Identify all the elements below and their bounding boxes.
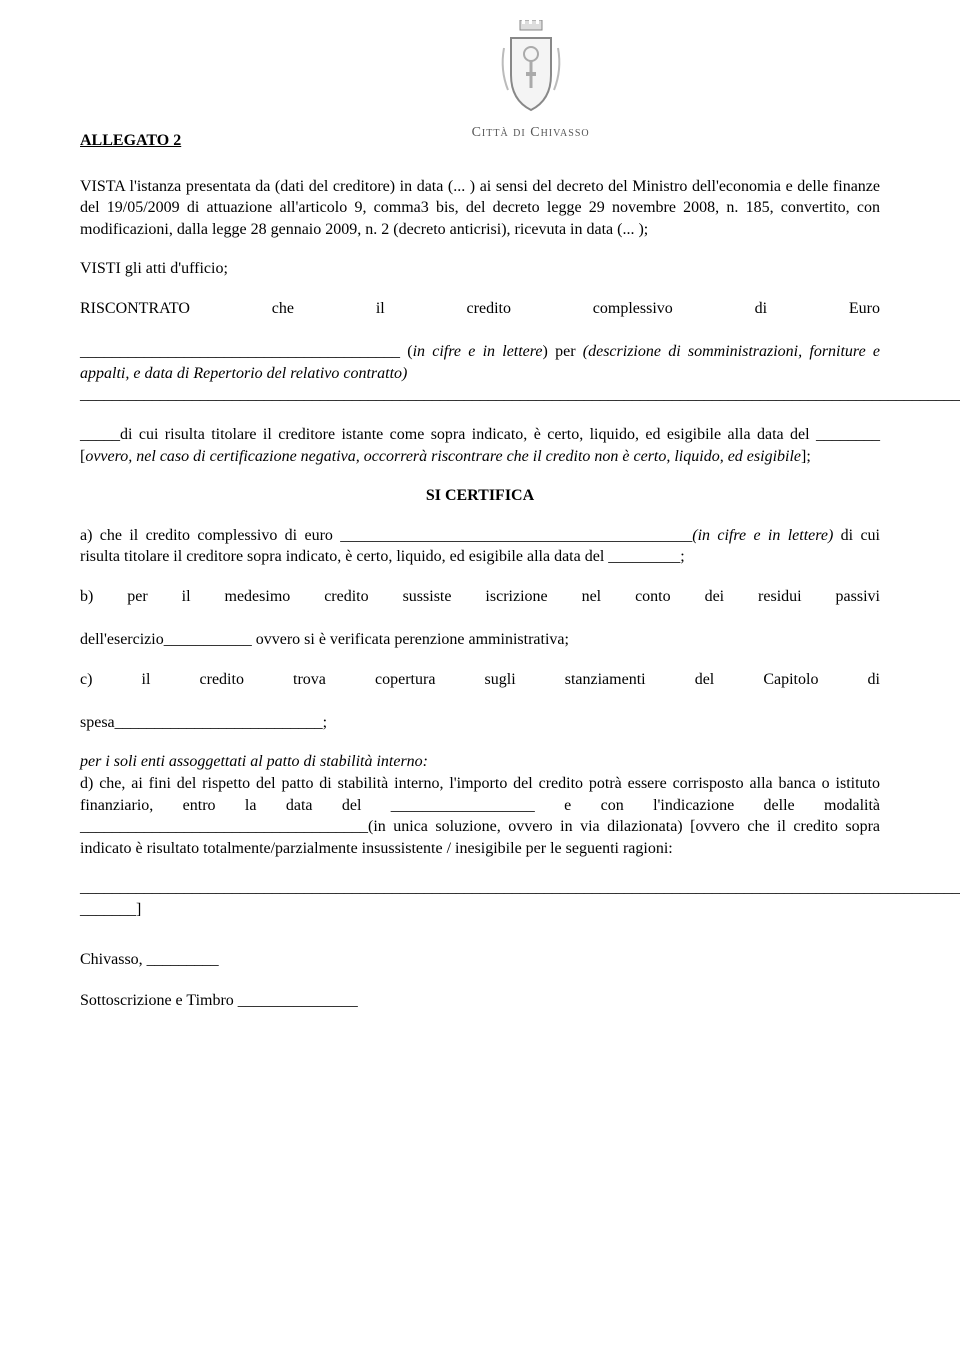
signature-line: Sottoscrizione e Timbro _______________ — [80, 990, 880, 1012]
clause-a-1: a) che il credito complessivo di euro __… — [80, 527, 692, 544]
clause-c-tail: spesa__________________________; — [80, 712, 880, 734]
riscontrato-per: ) per — [543, 343, 583, 360]
titolare-c: ]; — [801, 448, 811, 465]
paragraph-visti: VISTI gli atti d'ufficio; — [80, 258, 880, 280]
coat-of-arms-icon — [496, 20, 566, 120]
crest-wrap: Città di Chivasso — [181, 20, 880, 143]
blank-underline-2: ________________________________________… — [80, 877, 880, 899]
riscontrato-italic1: in cifre e in lettere — [413, 343, 543, 360]
reason-lines: ________________________________________… — [80, 877, 880, 920]
header-row: ALLEGATO 2 Città di Chivasso — [80, 20, 880, 152]
clause-d-body: d) che, ai fini del rispetto del patto d… — [80, 775, 880, 857]
clause-c: c) il credito trova copertura sugli stan… — [80, 669, 880, 734]
blank-underline-1: ________________________________________… — [80, 384, 880, 406]
clause-b: b) per il medesimo credito sussiste iscr… — [80, 586, 880, 651]
clause-c-line1: c) il credito trova copertura sugli stan… — [80, 669, 880, 712]
paragraph-vista: VISTA l'istanza presentata da (dati del … — [80, 176, 880, 241]
crest-caption: Città di Chivasso — [472, 124, 590, 143]
clause-b-tail: dell'esercizio___________ ovvero si è ve… — [80, 629, 880, 651]
titolare-b: ovvero, nel caso di certificazione negat… — [85, 448, 801, 465]
paragraph-titolare: _____di cui risulta titolare il creditor… — [80, 424, 880, 467]
paragraph-riscontrato: RISCONTRATO che il credito complessivo d… — [80, 298, 880, 406]
clause-a: a) che il credito complessivo di euro __… — [80, 525, 880, 568]
clause-b-line1: b) per il medesimo credito sussiste iscr… — [80, 586, 880, 629]
riscontrato-line1: RISCONTRATO che il credito complessivo d… — [80, 298, 880, 341]
document-title: ALLEGATO 2 — [80, 130, 181, 152]
si-certifica-heading: SI CERTIFICA — [80, 485, 880, 507]
close-bracket: _______] — [80, 899, 880, 921]
signature-block: Chivasso, _________ Sottoscrizione e Tim… — [80, 949, 880, 1012]
clause-a-2: (in cifre e in lettere) — [692, 527, 833, 544]
riscontrato-blank: ________________________________________… — [80, 343, 413, 360]
clause-d: per i soli enti assoggettati al patto di… — [80, 751, 880, 859]
place-date: Chivasso, _________ — [80, 949, 880, 971]
city-crest: Città di Chivasso — [472, 20, 590, 143]
clause-d-italic: per i soli enti assoggettati al patto di… — [80, 751, 880, 773]
